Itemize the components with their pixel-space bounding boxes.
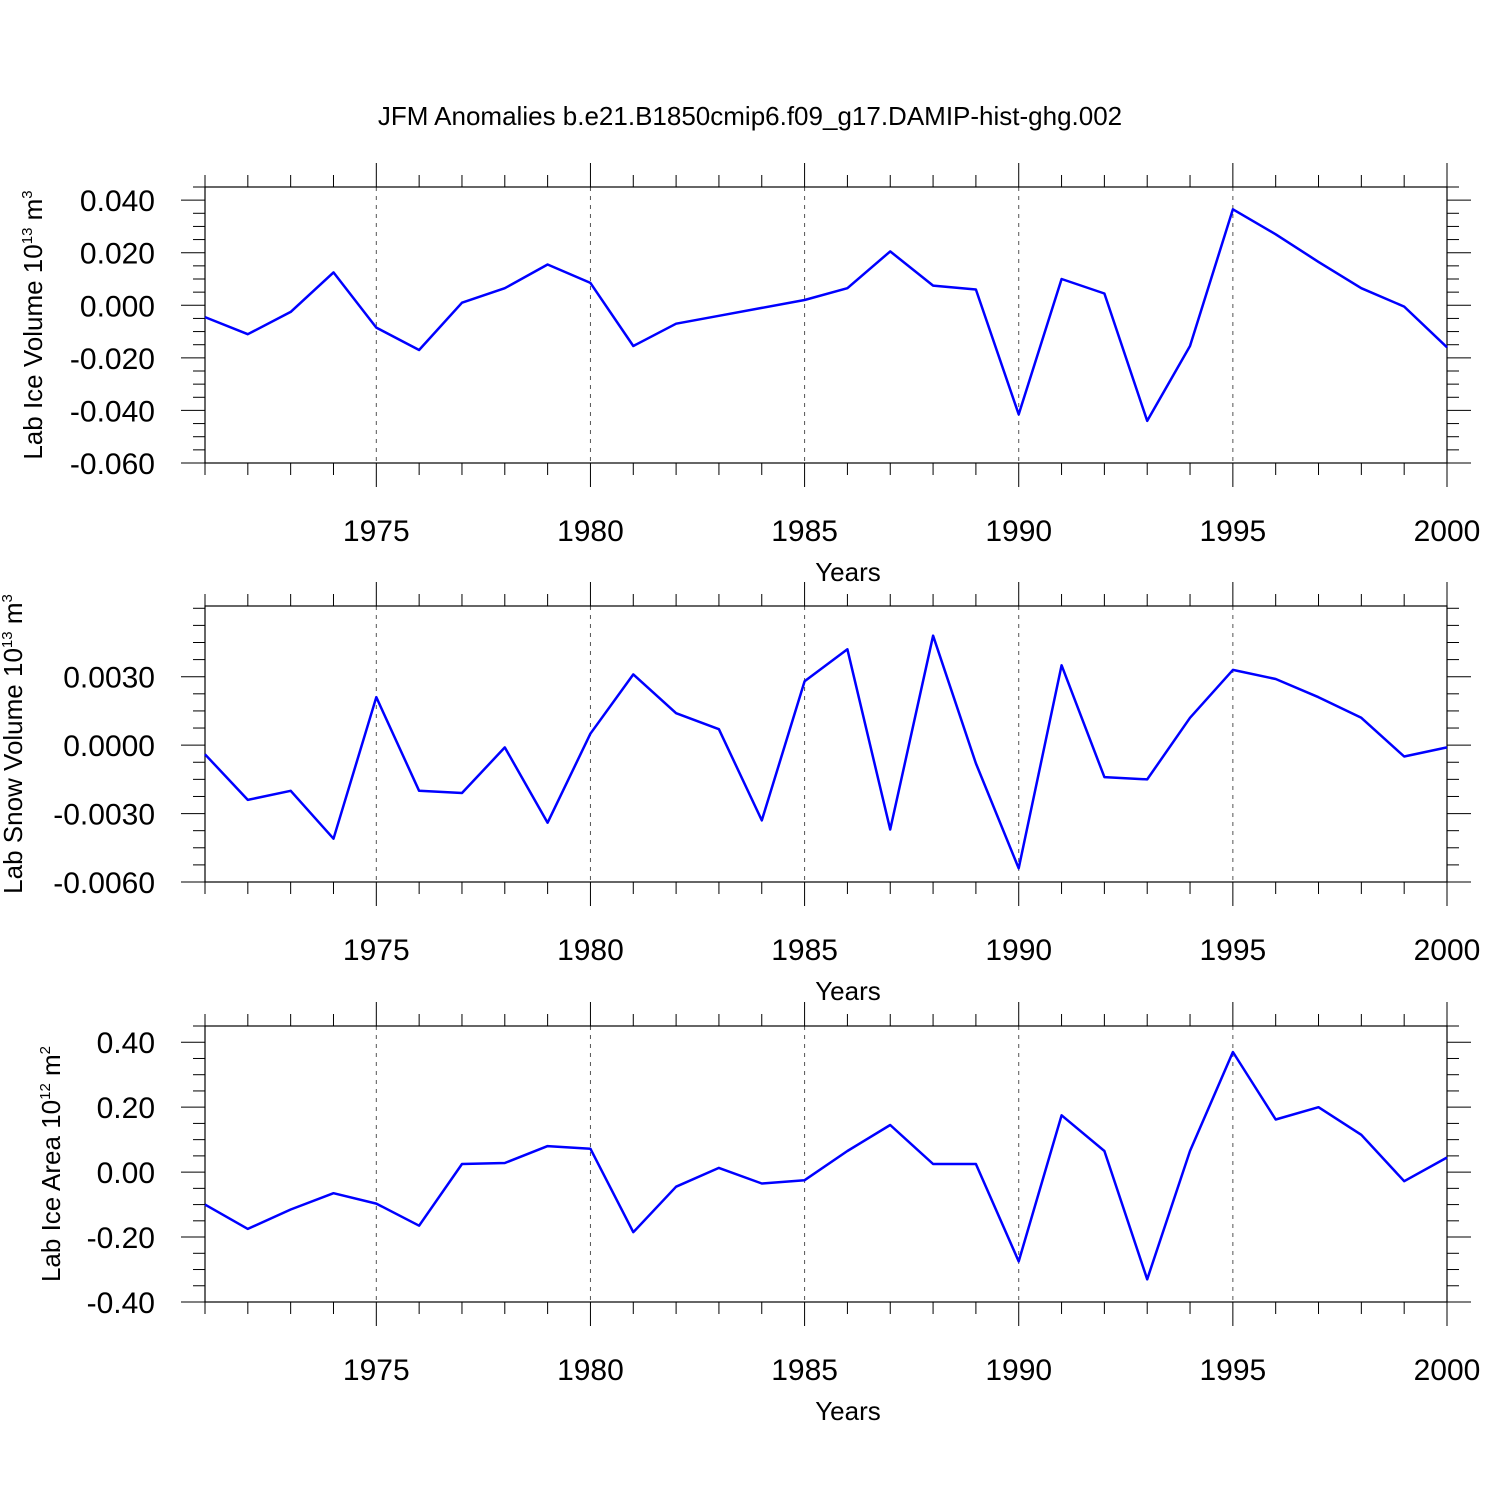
x-axis-label: Years (815, 557, 881, 587)
y-tick-label: 0.020 (80, 238, 155, 271)
y-tick-label: -0.20 (87, 1222, 155, 1255)
y-tick-label: 0.000 (80, 290, 155, 323)
y-axis-label: Lab Snow Volume 1013 m3 (0, 594, 28, 894)
x-tick-label: 1980 (557, 515, 624, 548)
x-tick-label: 1985 (771, 1354, 838, 1387)
y-tick-label: 0.00 (97, 1157, 155, 1190)
x-tick-label: 1990 (985, 1354, 1052, 1387)
y-tick-label: -0.0060 (53, 867, 155, 900)
series-line (204, 208, 1448, 423)
x-tick-label: 1995 (1199, 515, 1266, 548)
x-tick-label: 1975 (343, 1354, 410, 1387)
y-axis-label: Lab Ice Volume 1013 m3 (18, 190, 48, 459)
y-tick-label: 0.0000 (63, 730, 155, 763)
x-tick-label: 1975 (343, 515, 410, 548)
x-tick-label: 1980 (557, 1354, 624, 1387)
y-tick-label: -0.020 (70, 343, 155, 376)
x-tick-label: 1995 (1199, 1354, 1266, 1387)
y-tick-label: -0.40 (87, 1287, 155, 1320)
plot-frame (204, 186, 1448, 464)
plot-frame (204, 605, 1448, 883)
series-line (204, 634, 1448, 870)
series-line (204, 1050, 1448, 1281)
x-axis-label: Years (815, 1396, 881, 1426)
y-tick-label: -0.060 (70, 448, 155, 481)
panel-2: 1975 1980 1985 1990 1995 2000 -0.0060 -0.0030 0.… (0, 582, 1480, 1006)
plot-frame (204, 1025, 1448, 1303)
x-tick-label: 1975 (343, 934, 410, 967)
panel-3: 1975 1980 1985 1990 1995 2000 -0.40 -0.20 0.00 0.… (36, 1002, 1480, 1426)
x-tick-label: 1995 (1199, 934, 1266, 967)
y-axis-label: Lab Ice Area 1012 m2 (36, 1046, 66, 1282)
y-tick-label: -0.040 (70, 395, 155, 428)
y-tick-label: 0.040 (80, 185, 155, 218)
x-tick-label: 1980 (557, 934, 624, 967)
panel-1: 1975 1980 1985 1990 1995 2000 -0.060 -0.040 -0.0… (18, 163, 1480, 587)
x-tick-label: 1990 (985, 934, 1052, 967)
x-tick-label: 1985 (771, 934, 838, 967)
x-tick-label: 1990 (985, 515, 1052, 548)
x-tick-label: 1985 (771, 515, 838, 548)
x-tick-label: 2000 (1414, 1354, 1481, 1387)
figure-title: JFM Anomalies b.e21.B1850cmip6.f09_g17.D… (378, 101, 1122, 131)
y-tick-label: 0.0030 (63, 662, 155, 695)
x-tick-label: 2000 (1414, 515, 1481, 548)
y-tick-label: -0.0030 (53, 799, 155, 832)
x-axis-label: Years (815, 976, 881, 1006)
y-tick-label: 0.20 (97, 1092, 155, 1125)
y-tick-label: 0.40 (97, 1027, 155, 1060)
x-tick-label: 2000 (1414, 934, 1481, 967)
